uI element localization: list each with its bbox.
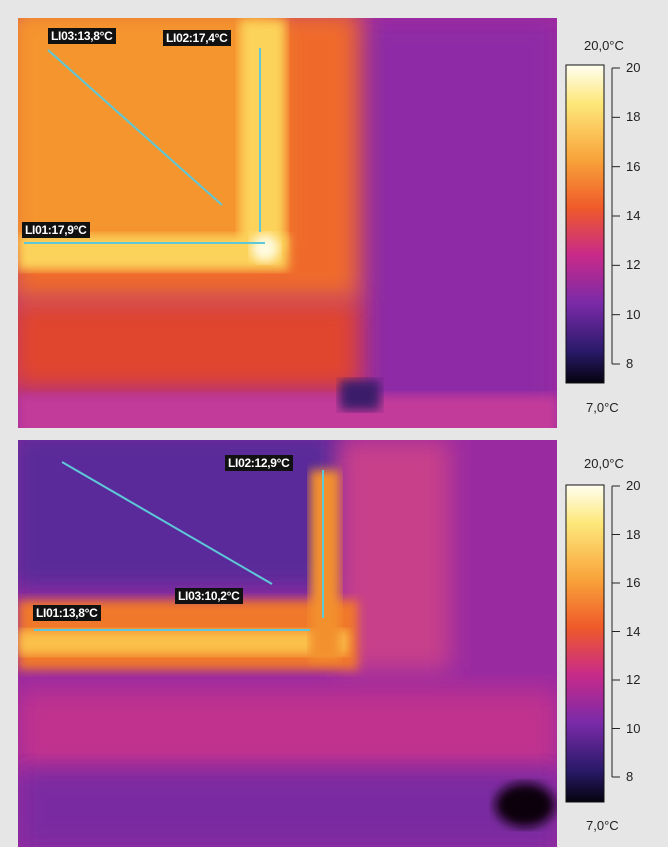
tick-label: 20 <box>626 60 641 75</box>
scale-min-label: 7,0°C <box>586 818 619 833</box>
measurement-label: LI02:12,9°C <box>225 455 293 471</box>
tick-label: 8 <box>626 769 634 784</box>
thermal-image-2 <box>18 440 557 847</box>
tick-label: 14 <box>626 208 641 223</box>
measurement-label: LI02:17,4°C <box>163 30 231 46</box>
measurement-label: LI01:13,8°C <box>33 605 101 621</box>
measurement-label: LI01:17,9°C <box>22 222 90 238</box>
tick-label: 10 <box>626 306 641 322</box>
color-bar <box>565 64 605 384</box>
thermal-image-1 <box>18 18 557 428</box>
tick-label: 10 <box>626 720 641 736</box>
measurement-label: LI03:10,2°C <box>175 588 243 604</box>
scale-max-label: 20,0°C <box>584 456 624 471</box>
measurement-label: LI03:13,8°C <box>48 28 116 44</box>
tick-label: 18 <box>626 109 641 125</box>
tick-label: 20 <box>626 478 641 493</box>
tick-label: 18 <box>626 526 641 542</box>
scale-min-label: 7,0°C <box>586 400 619 415</box>
tick-label: 8 <box>626 356 634 371</box>
tick-label: 16 <box>626 158 641 174</box>
tick-label: 14 <box>626 623 641 639</box>
tick-label: 16 <box>626 575 641 590</box>
tick-label: 12 <box>626 257 641 273</box>
color-bar <box>565 484 605 803</box>
tick-label: 12 <box>626 672 641 687</box>
scale-max-label: 20,0°C <box>584 38 624 53</box>
